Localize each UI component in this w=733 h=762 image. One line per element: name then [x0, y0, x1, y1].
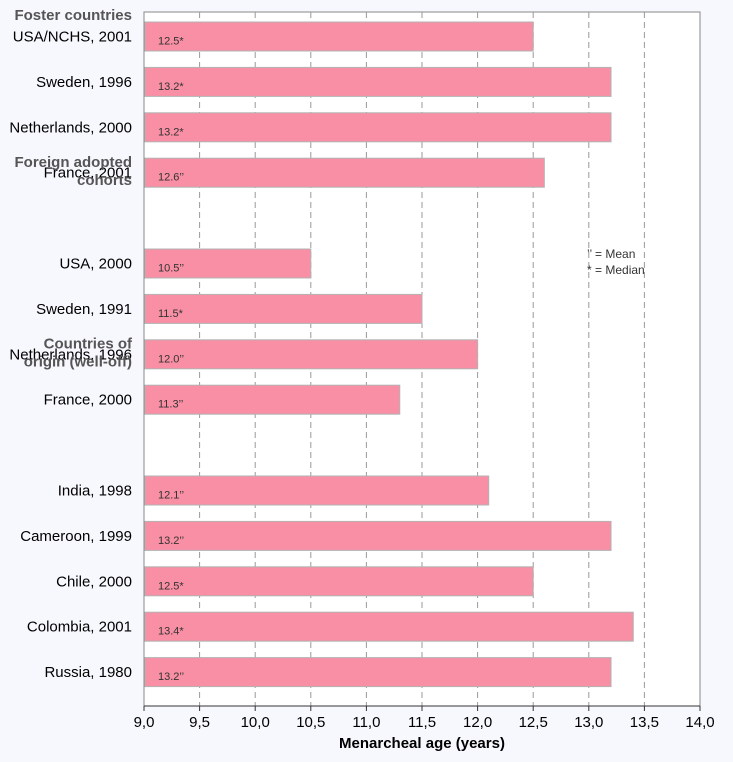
x-axis-title: Menarcheal age (years) [339, 735, 505, 752]
x-tick-label: 13,0 [574, 714, 603, 731]
bar [144, 384, 401, 415]
category-label: Russia, 1980 [44, 664, 132, 681]
x-tick-label: 10,5 [296, 714, 325, 731]
legend: ’’ = Mean * = Median [587, 247, 645, 277]
category-label: Cameroon, 1999 [20, 528, 132, 545]
x-tick-label: 9,5 [189, 714, 210, 731]
bar-value-label: 12.5* [158, 36, 184, 48]
category-label: France, 2001 [44, 165, 132, 182]
x-tick-label: 14,0 [685, 714, 714, 731]
x-tick-label: 12,0 [463, 714, 492, 731]
bar [144, 112, 612, 143]
bar [144, 657, 612, 688]
bar-value-label: 12.5* [158, 580, 184, 592]
category-label: Sweden, 1991 [36, 301, 132, 318]
bar [144, 475, 490, 506]
bars: 12.5* 13.2* 13.2* 12.6’’ 10.5’’ 11.5* 12.0’’ 11… [144, 21, 634, 688]
group-title: Countries of [44, 336, 133, 353]
bar [144, 566, 534, 597]
bar-value-label: 13.4* [158, 626, 184, 638]
x-tick-label: 9,0 [134, 714, 155, 731]
bar-value-label: 13.2’’ [158, 535, 184, 547]
category-labels: Foster countries USA/NCHS, 2001 Sweden, 19… [9, 7, 133, 681]
bar [144, 293, 423, 324]
bar-value-label: 13.2* [158, 81, 184, 93]
category-label: USA/NCHS, 2001 [13, 29, 132, 46]
bar [144, 611, 634, 642]
category-label: India, 1998 [58, 483, 132, 500]
bar-value-label: 10.5’’ [158, 263, 184, 275]
bar [144, 157, 545, 188]
bar-value-label: 13.2’’ [158, 671, 184, 683]
bar [144, 339, 479, 370]
legend-entry: * = Median [587, 263, 645, 277]
bar-value-label: 12.1’’ [158, 490, 184, 502]
x-tick-label: 11,0 [352, 714, 380, 731]
bar-value-label: 13.2* [158, 126, 184, 138]
bar [144, 520, 612, 551]
x-tick-label: 13,5 [630, 714, 659, 731]
group-title: origin (well-off) [24, 354, 132, 371]
category-label: Netherlands, 1996 [9, 346, 132, 363]
category-label: France, 2000 [44, 392, 132, 409]
category-label: USA, 2000 [59, 256, 132, 273]
group-title: cohorts [77, 172, 132, 189]
legend-entry: ’’ = Mean [587, 247, 635, 261]
bar [144, 248, 312, 279]
bar-value-label: 11.3’’ [158, 399, 183, 411]
category-label: Colombia, 2001 [27, 619, 132, 636]
category-label: Sweden, 1996 [36, 74, 132, 91]
group-title: Foreign adopted [15, 154, 133, 171]
group-title: Foster countries [14, 7, 132, 24]
bar [144, 21, 534, 52]
bar-value-label: 11.5* [158, 308, 184, 320]
x-tick-label: 11,5 [408, 714, 436, 731]
category-label: Netherlands, 2000 [9, 119, 132, 136]
bar-value-label: 12.0’’ [158, 353, 184, 365]
x-tick-label: 10,0 [241, 714, 270, 731]
x-tick-label: 12,5 [519, 714, 548, 731]
bar-value-label: 12.6’’ [158, 172, 184, 184]
bar [144, 66, 612, 97]
x-axis: 9,0 9,5 10,0 10,5 11,0 11,5 12,0 12,5 13,0 13,5 14… [134, 705, 715, 731]
category-label: Chile, 2000 [56, 573, 132, 590]
